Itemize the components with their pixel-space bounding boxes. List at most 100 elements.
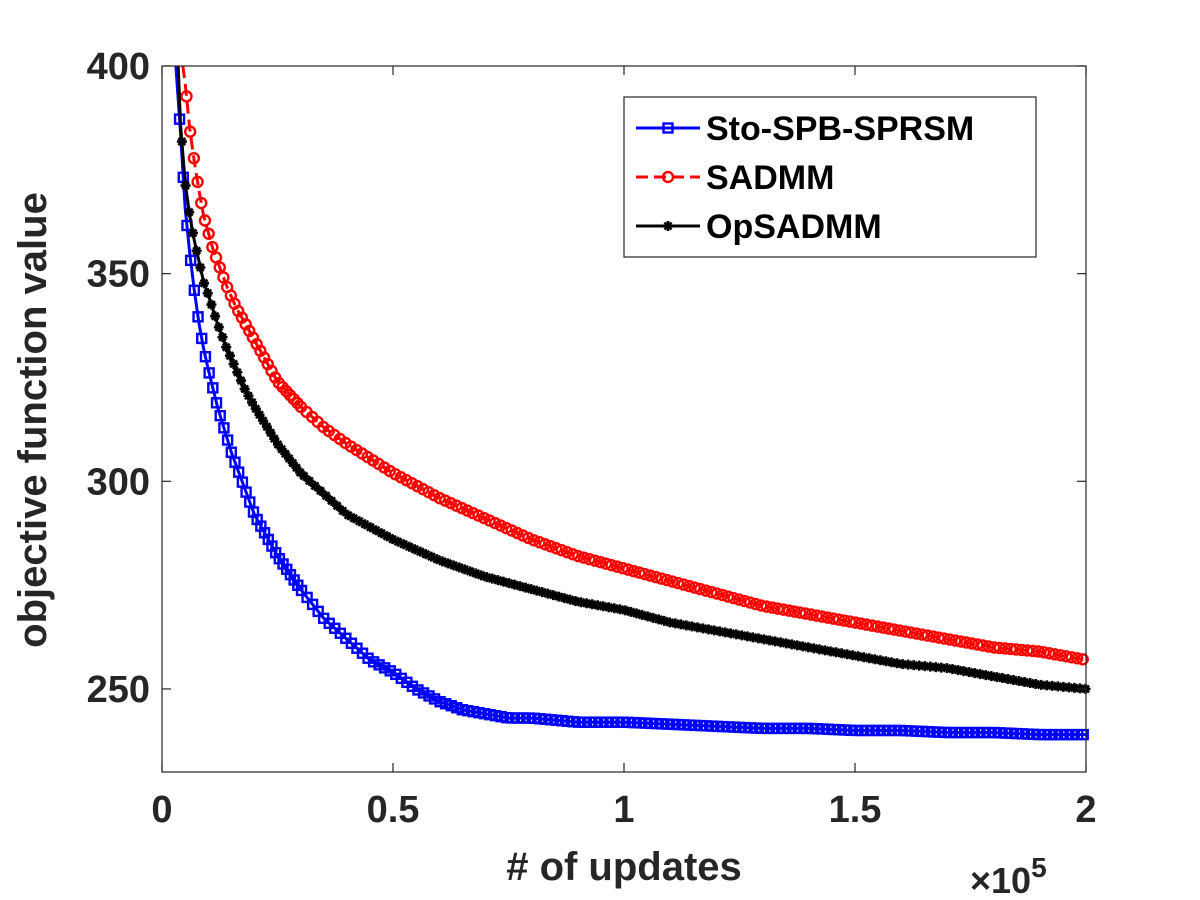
data-point-marker bbox=[592, 600, 603, 611]
data-point-marker bbox=[1041, 680, 1052, 691]
data-point-marker bbox=[644, 569, 657, 582]
data-point-marker bbox=[431, 554, 442, 565]
data-point-marker bbox=[214, 409, 226, 422]
data-point-marker bbox=[549, 542, 563, 555]
data-point-marker bbox=[627, 564, 640, 578]
data-point-marker bbox=[742, 631, 753, 642]
data-point-marker bbox=[953, 665, 964, 676]
data-point-marker bbox=[210, 397, 223, 409]
data-point-marker bbox=[354, 516, 365, 527]
data-point-marker bbox=[559, 593, 570, 604]
data-point-marker bbox=[926, 630, 940, 643]
data-point-marker bbox=[793, 606, 807, 619]
data-point-marker bbox=[819, 645, 830, 656]
x-axis-label: # of updates bbox=[506, 845, 742, 889]
data-point-marker bbox=[633, 566, 646, 579]
data-point-marker bbox=[298, 470, 309, 481]
data-point-marker bbox=[671, 576, 685, 590]
data-point-marker bbox=[564, 594, 575, 605]
data-point-marker bbox=[660, 573, 674, 587]
data-point-marker bbox=[709, 625, 720, 636]
legend-marker-sample bbox=[663, 221, 673, 231]
data-point-marker bbox=[936, 662, 947, 673]
data-point-marker bbox=[280, 448, 291, 459]
data-point-marker bbox=[888, 623, 901, 636]
data-point-marker bbox=[199, 278, 210, 289]
data-point-marker bbox=[620, 605, 631, 616]
data-point-marker bbox=[688, 581, 701, 594]
data-point-marker bbox=[487, 573, 498, 584]
data-point-marker bbox=[971, 638, 984, 651]
data-point-marker bbox=[743, 596, 757, 609]
data-point-marker bbox=[526, 584, 537, 595]
x-exponent-base: ×10 bbox=[970, 860, 1031, 900]
data-point-marker bbox=[1019, 677, 1030, 688]
data-point-marker bbox=[415, 546, 426, 557]
data-point-marker bbox=[202, 288, 213, 299]
data-point-marker bbox=[542, 588, 553, 599]
legend-label: SADMM bbox=[706, 159, 834, 197]
data-point-marker bbox=[498, 576, 509, 587]
data-point-marker bbox=[880, 656, 891, 667]
data-point-marker bbox=[191, 245, 202, 256]
data-point-marker bbox=[250, 403, 261, 414]
data-point-marker bbox=[686, 621, 697, 632]
data-point-marker bbox=[315, 485, 326, 496]
data-point-marker bbox=[184, 207, 195, 218]
data-point-marker bbox=[337, 505, 348, 516]
data-point-marker bbox=[326, 495, 337, 506]
data-point-marker bbox=[960, 636, 973, 649]
data-point-marker bbox=[698, 623, 709, 634]
data-point-marker bbox=[588, 554, 602, 567]
data-point-marker bbox=[865, 619, 879, 632]
data-point-marker bbox=[404, 541, 415, 552]
data-point-marker bbox=[716, 588, 729, 602]
y-tick-label: 250 bbox=[87, 669, 150, 711]
data-point-marker bbox=[804, 608, 818, 621]
data-point-marker bbox=[965, 637, 979, 650]
data-point-marker bbox=[755, 599, 768, 612]
x-tick-label: 0 bbox=[151, 789, 172, 831]
data-point-marker bbox=[284, 453, 295, 464]
legend-marker-sample bbox=[661, 170, 675, 184]
data-point-marker bbox=[710, 587, 724, 600]
data-point-marker bbox=[594, 555, 607, 569]
data-point-marker bbox=[537, 587, 548, 598]
data-point-marker bbox=[930, 662, 941, 673]
data-point-marker bbox=[921, 629, 934, 642]
data-point-marker bbox=[295, 467, 306, 478]
data-point-marker bbox=[764, 635, 775, 646]
data-point-marker bbox=[221, 434, 234, 446]
data-point-marker bbox=[599, 557, 613, 570]
data-point-marker bbox=[1063, 682, 1074, 693]
data-point-marker bbox=[544, 540, 557, 553]
data-point-marker bbox=[515, 581, 526, 592]
data-point-marker bbox=[217, 332, 228, 343]
data-point-marker bbox=[875, 655, 886, 666]
legend-entry: Sto-SPB-SPRSM bbox=[636, 110, 974, 148]
data-point-marker bbox=[655, 572, 668, 585]
data-point-marker bbox=[682, 579, 696, 593]
data-point-marker bbox=[254, 409, 265, 420]
data-point-marker bbox=[258, 415, 269, 426]
data-point-marker bbox=[832, 613, 846, 626]
data-point-marker bbox=[1037, 646, 1051, 659]
data-point-marker bbox=[309, 480, 320, 491]
data-point-marker bbox=[621, 563, 635, 576]
data-point-marker bbox=[932, 631, 945, 644]
data-point-marker bbox=[492, 575, 503, 586]
data-point-marker bbox=[947, 664, 958, 675]
data-point-marker bbox=[782, 604, 796, 617]
data-point-marker bbox=[213, 322, 224, 333]
data-point-marker bbox=[202, 227, 215, 240]
legend-label: OpSADMM bbox=[706, 208, 882, 246]
data-point-marker bbox=[919, 661, 930, 672]
data-point-marker bbox=[247, 397, 258, 408]
data-point-marker bbox=[831, 647, 842, 658]
data-point-marker bbox=[738, 594, 751, 608]
data-point-marker bbox=[1077, 728, 1089, 741]
data-point-marker bbox=[749, 597, 762, 611]
legend-label: Sto-SPB-SPRSM bbox=[706, 110, 974, 148]
data-point-marker bbox=[860, 618, 873, 631]
data-point-marker bbox=[699, 584, 712, 597]
